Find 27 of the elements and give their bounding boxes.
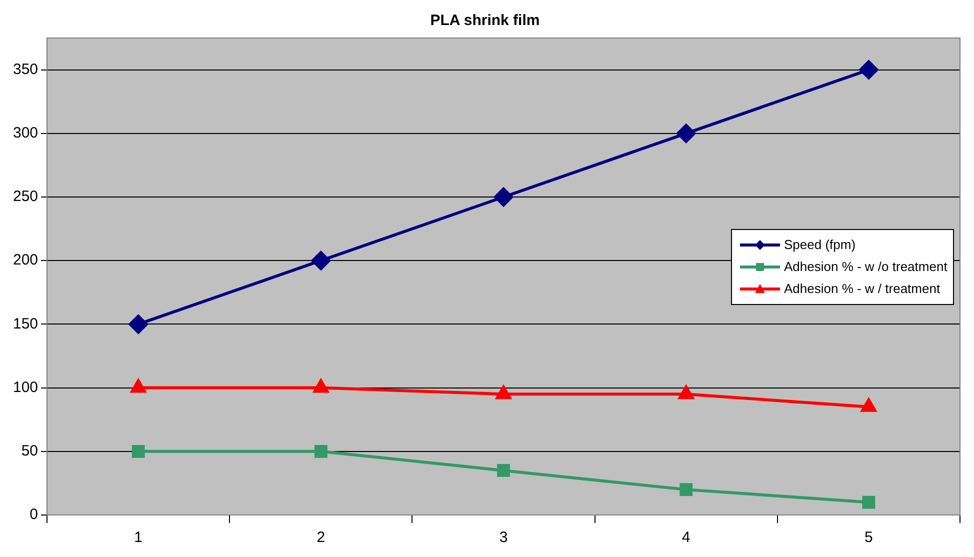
legend-label: Adhesion % - w / treatment — [784, 281, 940, 296]
y-tick-label: 100 — [12, 378, 38, 396]
point — [497, 464, 510, 477]
point — [680, 483, 693, 496]
point — [494, 188, 514, 206]
y-tick-label: 150 — [12, 315, 38, 332]
point — [311, 251, 330, 270]
point — [859, 60, 878, 80]
legend-label: Speed (fpm) — [784, 237, 856, 252]
point — [132, 444, 145, 458]
chart-title: PLA shrink film — [430, 12, 540, 30]
x-tick-label: 4 — [682, 529, 690, 546]
point — [676, 124, 696, 143]
point — [128, 314, 148, 334]
y-tick-label: 50 — [21, 442, 38, 460]
point — [862, 496, 876, 509]
legend-label: Adhesion % - w /o treatment — [784, 259, 948, 274]
y-tick-label: 250 — [12, 188, 38, 206]
x-tick-label: 1 — [134, 529, 142, 546]
x-tick-label: 3 — [499, 529, 508, 546]
point — [314, 444, 328, 458]
x-tick-label: 5 — [864, 529, 873, 546]
y-tick-label: 200 — [12, 252, 38, 269]
y-tick-label: 300 — [12, 124, 38, 142]
y-tick-label: 0 — [30, 506, 38, 524]
x-tick-label: 2 — [316, 529, 326, 546]
y-tick-label: 350 — [12, 60, 38, 78]
